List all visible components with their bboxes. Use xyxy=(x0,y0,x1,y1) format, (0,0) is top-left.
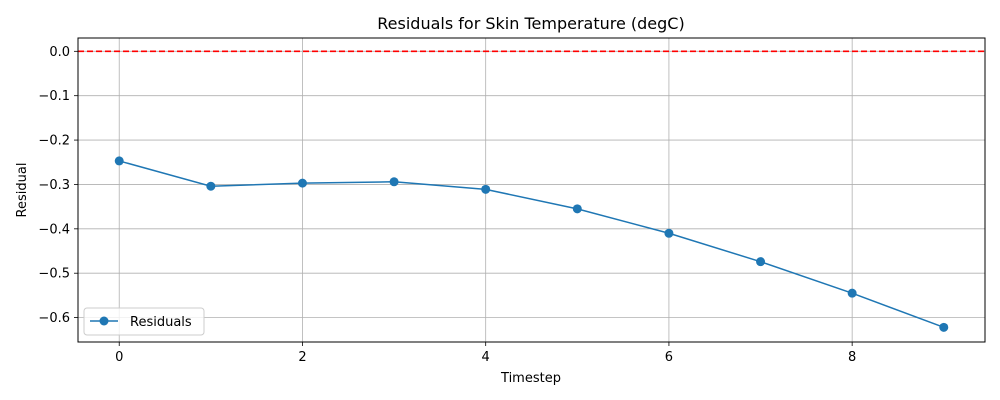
series-line-residuals xyxy=(119,160,945,329)
y-tick-label: −0.2 xyxy=(38,134,70,149)
data-point xyxy=(939,322,949,332)
chart-title: Residuals for Skin Temperature (degC) xyxy=(377,14,684,33)
y-tick-label: −0.4 xyxy=(38,222,70,237)
data-point xyxy=(389,177,399,187)
x-tick-label: 6 xyxy=(665,350,673,365)
y-tick-label: −0.5 xyxy=(38,267,70,282)
data-point xyxy=(847,288,857,298)
legend-box xyxy=(83,307,205,336)
x-tick-label: 4 xyxy=(482,350,490,365)
data-point xyxy=(756,257,766,267)
series-layer xyxy=(114,156,949,332)
x-axis-title: Timestep xyxy=(500,371,561,386)
data-point xyxy=(114,156,124,166)
y-tick-label: −0.3 xyxy=(38,178,70,193)
x-tick-label: 2 xyxy=(298,350,306,365)
data-point xyxy=(664,228,674,238)
x-tick-label: 0 xyxy=(115,350,123,365)
tick-layer: 0 2 4 6 8 0.0 −0.1 −0.2 −0.3 −0.4 −0.5 −0.6 xyxy=(38,45,856,365)
legend-marker-swatch xyxy=(99,316,109,326)
data-point xyxy=(481,184,491,194)
x-tick-label: 8 xyxy=(848,350,856,365)
legend-label-residuals: Residuals xyxy=(130,315,192,330)
y-tick-label: −0.1 xyxy=(38,89,70,104)
data-point xyxy=(572,204,582,214)
y-axis-title: Residual xyxy=(15,163,30,218)
legend: Residuals xyxy=(83,307,205,336)
plot-frame xyxy=(77,37,986,343)
data-point xyxy=(206,181,216,191)
data-point xyxy=(297,178,307,188)
y-tick-label: −0.6 xyxy=(38,311,70,326)
y-tick-label: 0.0 xyxy=(49,45,70,60)
